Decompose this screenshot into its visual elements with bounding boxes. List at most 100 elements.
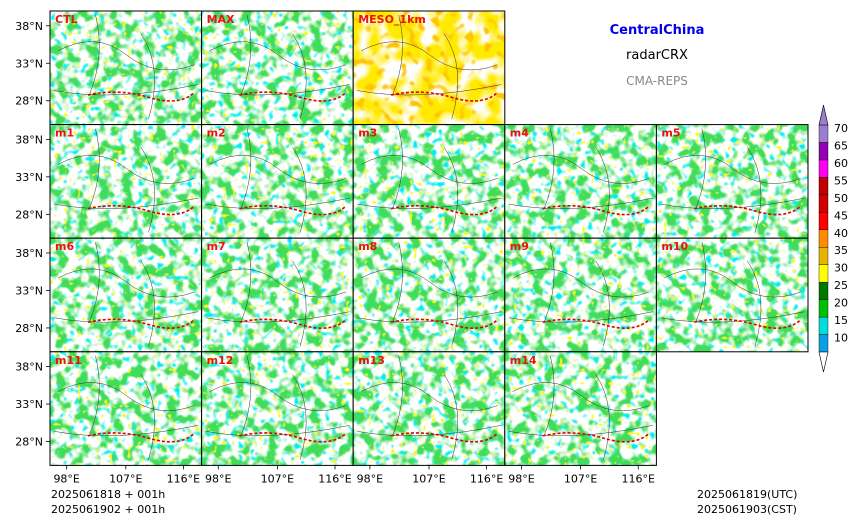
colorbar-swatch [818, 229, 829, 248]
lat-tick-label: 28°N [15, 436, 43, 449]
province-boundaries [508, 242, 653, 347]
panel-label: m12 [207, 354, 234, 367]
colorbar-swatch [818, 177, 829, 196]
lat-tick-label: 33°N [15, 171, 43, 184]
panel-label: CTL [55, 13, 78, 26]
heavy-echo-band [87, 91, 195, 102]
lat-tick-label: 28°N [15, 208, 43, 221]
radar-echo-field [353, 11, 505, 125]
map-panel-m10: m10 [655, 237, 809, 353]
province-boundaries [205, 242, 350, 347]
heavy-echo-band [87, 318, 195, 329]
map-panel-m13: m13 [352, 351, 506, 466]
colorbar-tick-label: 10 [834, 332, 848, 345]
province-boundaries [508, 128, 653, 233]
valid-time-utc: 2025061819(UTC) [697, 488, 798, 501]
panel-label: m6 [55, 240, 74, 253]
init-time-cst: 2025061902 + 001h [51, 503, 166, 516]
lon-tick-label: 116°E [318, 472, 351, 485]
heavy-echo-band [542, 432, 650, 443]
heavy-echo-band [239, 91, 347, 102]
lat-tick-label: 38°N [15, 247, 43, 260]
heavy-echo-band [87, 204, 195, 216]
colorbar-tick-label: 40 [834, 227, 848, 240]
heavy-echo-band [239, 432, 347, 443]
colorbar-tick-label: 45 [834, 209, 848, 222]
map-panel-CTL: CTL 38°N 33°N 28°N [15, 10, 203, 126]
map-panel-m2: m2 [201, 124, 354, 239]
colorbar-swatch [818, 281, 829, 300]
province-boundaries [53, 355, 199, 460]
heavy-echo-band [390, 204, 498, 216]
radar-echo-field [201, 351, 354, 466]
panel-label: m5 [661, 127, 680, 140]
province-boundaries [357, 242, 502, 347]
map-panel-m1: m1 38°N 33°N 28°N [15, 124, 203, 239]
colorbar-tick-label: 30 [834, 262, 848, 275]
panel-label: m4 [510, 127, 529, 140]
radar-echo-field [50, 11, 202, 125]
province-boundaries [205, 128, 350, 233]
region-title: CentralChina [609, 23, 705, 38]
panel-frame [655, 237, 809, 353]
heavy-echo-band [694, 318, 801, 329]
lat-tick-label: 33°N [15, 57, 43, 70]
radar-echo-field [50, 238, 202, 352]
map-panel-MESO_1km: MESO_1km [352, 10, 506, 126]
heavy-echo-band [542, 318, 650, 329]
lat-tick-label: 38°N [15, 361, 43, 374]
radar-echo-field [353, 351, 505, 466]
colorbar-swatch [818, 264, 829, 283]
lon-tick-label: 116°E [621, 472, 654, 485]
colorbar-over-arrow [818, 104, 829, 126]
lat-tick-label: 38°N [15, 20, 43, 33]
radar-echo-field [353, 238, 505, 352]
heavy-echo-band [542, 204, 650, 216]
colorbar-under-arrow [818, 351, 829, 373]
heavy-echo-band [694, 204, 801, 216]
radar-echo-field [504, 351, 657, 466]
map-panel-m11: m11 38°N 33°N 28°N [15, 351, 203, 466]
map-panel-m14: m14 [504, 351, 657, 466]
colorbar-tick-label: 20 [834, 297, 848, 310]
map-panel-m4: m4 [504, 124, 657, 239]
panel-label: m8 [358, 240, 377, 253]
panel-label: m1 [55, 127, 74, 140]
radar-echo-field [353, 124, 505, 239]
colorbar-swatch [818, 194, 829, 213]
variable-title: radarCRX [626, 48, 688, 63]
radar-echo-field [656, 238, 808, 352]
valid-time-cst: 2025061903(CST) [697, 503, 797, 516]
radar-echo-field [50, 351, 202, 466]
heavy-echo-band [390, 318, 498, 329]
lon-tick-label: 98°E [205, 472, 231, 485]
map-panel-m9: m9 [504, 237, 657, 353]
colorbar: 70 65 60 55 50 45 40 35 30 25 20 15 10 [818, 104, 848, 373]
panel-label: m10 [661, 240, 688, 253]
radar-echo-field [504, 124, 657, 239]
radar-echo-field [201, 124, 354, 239]
lon-tick-label: 107°E [261, 472, 294, 485]
panel-label: MAX [207, 13, 235, 26]
province-boundaries [53, 14, 199, 119]
panel-label: MESO_1km [358, 13, 426, 26]
lon-tick-label: 116°E [470, 472, 503, 485]
province-boundaries [53, 128, 199, 233]
lon-tick-label: 98°E [508, 472, 534, 485]
province-boundaries [660, 128, 805, 233]
lon-tick-label: 107°E [564, 472, 597, 485]
init-time-utc: 2025061818 + 001h [51, 488, 166, 501]
panel-label: m2 [207, 127, 226, 140]
colorbar-swatch [818, 299, 829, 318]
colorbar-tick-label: 35 [834, 244, 848, 257]
lon-tick-label: 107°E [412, 472, 445, 485]
map-panel-m7: m7 [201, 237, 354, 353]
map-panel-m3: m3 [352, 124, 506, 239]
lat-tick-label: 38°N [15, 133, 43, 146]
lat-tick-label: 28°N [15, 322, 43, 335]
radar-echo-field [50, 124, 202, 239]
colorbar-swatch [818, 247, 829, 265]
colorbar-tick-label: 50 [834, 192, 848, 205]
lon-tick-label: 116°E [167, 472, 200, 485]
